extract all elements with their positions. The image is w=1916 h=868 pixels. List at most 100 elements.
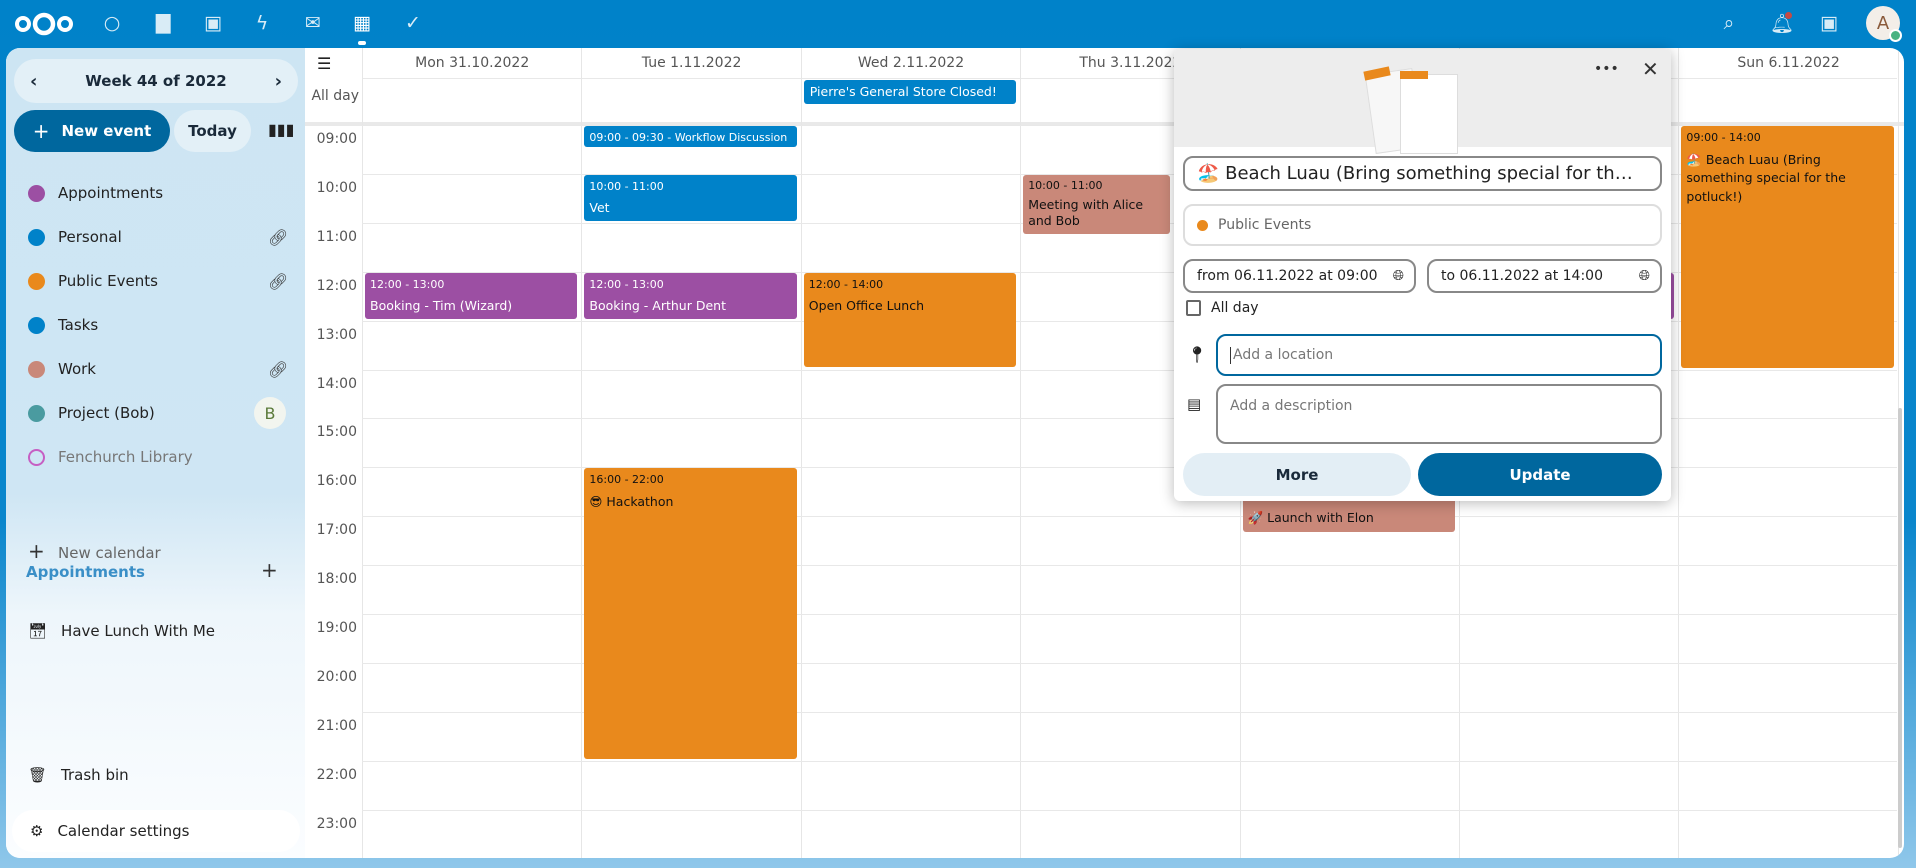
event-time: 12:00 - 14:00 (808, 277, 884, 291)
previous-week-button[interactable]: ‹ (30, 70, 38, 92)
notifications-bell-icon[interactable]: 🔔︎ (1769, 12, 1795, 35)
nextcloud-logo[interactable] (14, 12, 74, 36)
event-popover: ••• ✕ 🏖️ Beach Luau (Bring something spe… (1174, 49, 1671, 501)
calendar-event[interactable]: 12:00 - 13:00 Booking - Tim (Wizard) (365, 272, 578, 319)
today-button[interactable]: Today (174, 110, 251, 152)
calendar-color-dot[interactable] (28, 404, 45, 422)
description-input[interactable]: Add a description (1216, 384, 1662, 444)
all-day-checkbox-row[interactable]: All day (1186, 300, 1259, 316)
hour-label: 10:00 (316, 179, 357, 196)
calendar-select[interactable]: Public Events (1183, 204, 1662, 246)
start-datetime-input[interactable]: from 06.11.2022 at 09:00 🌐︎ (1183, 259, 1416, 293)
location-input[interactable]: Add a location (1216, 334, 1662, 376)
calendar-item[interactable]: Fenchurch Library (6, 437, 305, 477)
contacts-icon[interactable]: ▣ (1820, 12, 1838, 34)
files-icon[interactable]: ▇ (155, 12, 171, 34)
toggle-sidebar-icon[interactable]: ☰ (317, 54, 332, 73)
timezone-globe-icon[interactable]: 🌐︎ (1638, 268, 1650, 284)
calendar-settings-button[interactable]: ⚙ Calendar settings (12, 810, 300, 852)
calendar-label: Tasks (58, 316, 99, 334)
event-time: 12:00 - 13:00 (589, 277, 664, 291)
hour-label: 13:00 (316, 326, 357, 343)
calendar-item[interactable]: Project (Bob) B (6, 393, 305, 433)
next-week-button[interactable]: › (274, 70, 282, 92)
more-options-icon[interactable]: ••• (1594, 61, 1619, 77)
calendar-event[interactable]: 12:00 - 14:00 Open Office Lunch (803, 272, 1017, 368)
dashboard-icon[interactable]: ○ (103, 12, 121, 34)
hour-label: 22:00 (316, 766, 357, 783)
calendar-item[interactable]: Public Events 🔗︎ (6, 261, 305, 301)
new-event-button[interactable]: + New event (14, 110, 170, 152)
calendar-color-dot[interactable] (28, 448, 45, 466)
event-title: Booking - Arthur Dent (589, 298, 726, 314)
all-day-checkbox[interactable] (1186, 300, 1201, 316)
calendar-color-dot[interactable] (28, 228, 45, 246)
plus-icon: + (32, 119, 50, 143)
hour-label: 23:00 (316, 815, 357, 832)
day-header[interactable]: Tue 1.11.2022 (581, 48, 800, 78)
user-avatar[interactable]: A (1866, 6, 1902, 42)
calendar-color-dot (1197, 219, 1208, 231)
timezone-globe-icon[interactable]: 🌐︎ (1392, 268, 1404, 284)
hour-gridline (362, 614, 1897, 615)
gear-icon: ⚙ (30, 822, 44, 840)
calendar-event[interactable]: 10:00 - 11:00 Meeting with Alice and Bob (1023, 174, 1170, 234)
close-icon[interactable]: ✕ (1642, 57, 1659, 81)
hour-gridline (362, 662, 1897, 664)
event-time: 10:00 - 11:00 (1028, 178, 1103, 192)
more-button[interactable]: More (1183, 453, 1411, 496)
day-header[interactable]: Mon 31.10.2022 (362, 48, 581, 78)
activity-icon[interactable]: ϟ (255, 12, 269, 34)
day-header[interactable]: Sun 6.11.2022 (1678, 48, 1897, 78)
search-icon[interactable]: ⌕ (1723, 12, 1735, 34)
calendar-event[interactable]: 09:00 - 14:00 🏖️ Beach Luau (Bring someth… (1681, 126, 1894, 368)
all-day-event[interactable]: Pierre's General Store Closed! (803, 80, 1017, 104)
view-columns-icon[interactable]: ▮▮▮ (268, 120, 295, 139)
new-calendar-button[interactable]: + New calendar (6, 533, 305, 573)
calendar-item[interactable]: Work 🔗︎ (6, 349, 305, 389)
day-header[interactable]: Wed 2.11.2022 (800, 48, 1020, 78)
calendar-event[interactable]: 12:00 - 13:00 Booking - Arthur Dent (584, 272, 797, 319)
week-label[interactable]: Week 44 of 2022 (85, 72, 227, 90)
calendar-item[interactable]: Personal 🔗︎ (6, 217, 305, 257)
calendar-event[interactable]: 09:00 - 09:30 - Workflow Discussion (584, 126, 797, 148)
hour-label: 16:00 (316, 473, 357, 490)
calendar-event[interactable]: 10:00 - 11:00 Vet (584, 174, 797, 221)
end-datetime-input[interactable]: to 06.11.2022 at 14:00 🌐︎ (1427, 259, 1662, 293)
calendar-event[interactable]: 16:00 - 22:00 😎 Hackathon (584, 468, 797, 759)
calendar-item[interactable]: Tasks (6, 305, 305, 345)
hour-gridline (362, 320, 1897, 322)
calendar-check-icon: 📅︎ (28, 622, 48, 640)
tasks-icon[interactable]: ✓ (405, 12, 421, 34)
calendar-icon[interactable]: ▦ (349, 10, 375, 45)
calendar-item[interactable]: Appointments (6, 173, 305, 213)
hour-gridline (362, 760, 1897, 762)
mail-icon[interactable]: ✉ (305, 12, 321, 34)
event-title-input[interactable]: 🏖️ Beach Luau (Bring something special f… (1183, 156, 1662, 191)
share-link-icon[interactable]: 🔗︎ (268, 227, 289, 247)
scrollbar[interactable] (1898, 408, 1902, 848)
day-header[interactable]: Thu 3.11.2022 (1020, 48, 1239, 78)
description-icon: ▤ (1187, 395, 1202, 413)
calendar-label: Appointments (58, 184, 164, 202)
hour-gridline (362, 271, 1897, 273)
description-placeholder: Add a description (1230, 398, 1353, 414)
share-link-icon[interactable]: 🔗︎ (268, 359, 289, 379)
event-title: 😎 Hackathon (589, 493, 674, 509)
calendar-color-dot[interactable] (28, 316, 45, 334)
calendar-label: Personal (58, 228, 122, 246)
add-appointment-icon[interactable]: + (261, 558, 278, 582)
calendar-color-dot[interactable] (28, 360, 45, 378)
hour-gridline (362, 467, 1897, 469)
trash-bin-button[interactable]: 🗑︎ Trash bin (28, 766, 129, 784)
start-datetime-value: from 06.11.2022 at 09:00 (1197, 268, 1378, 284)
share-link-icon[interactable]: 🔗︎ (268, 271, 289, 291)
calendar-color-dot[interactable] (28, 272, 45, 290)
calendar-color-dot[interactable] (28, 184, 45, 202)
event-time: 12:00 - 13:00 (370, 277, 445, 291)
status-indicator (1889, 29, 1902, 42)
photos-icon[interactable]: ▣ (204, 12, 222, 34)
appointment-item[interactable]: 📅︎ Have Lunch With Me (28, 622, 215, 640)
update-button[interactable]: Update (1418, 453, 1662, 496)
event-time: 16:00 - 22:00 (589, 473, 664, 487)
